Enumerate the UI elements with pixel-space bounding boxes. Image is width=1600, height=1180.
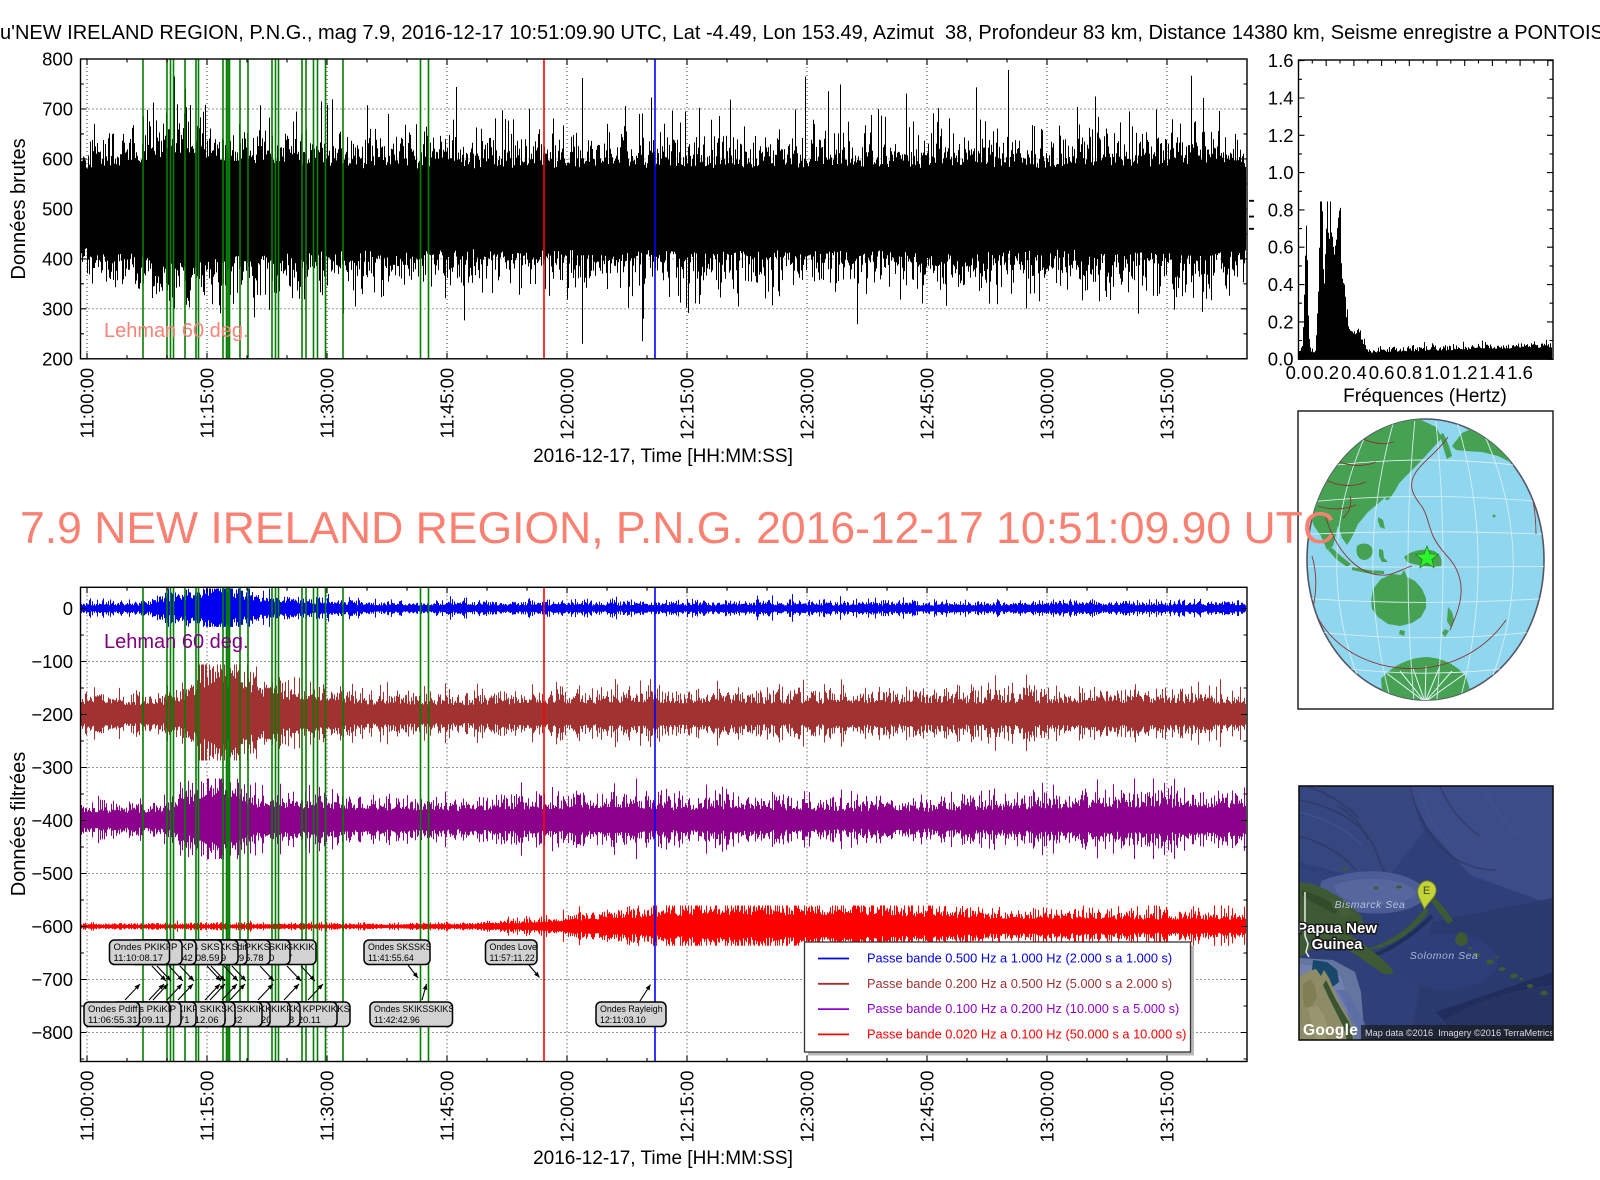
svg-text:−300: −300 <box>31 757 73 778</box>
svg-text:12:30:00: 12:30:00 <box>797 1071 818 1143</box>
svg-text:12:00:00: 12:00:00 <box>557 368 578 440</box>
svg-text:Lehman 60 deg.: Lehman 60 deg. <box>104 320 249 342</box>
svg-text:12:11:03.10: 12:11:03.10 <box>600 1015 646 1025</box>
svg-text:−600: −600 <box>31 916 73 937</box>
svg-text:Lehman 60 deg.: Lehman 60 deg. <box>104 631 249 653</box>
svg-text:11:41:55.64: 11:41:55.64 <box>368 953 414 963</box>
svg-text:2016-12-17, Time [HH:MM:SS]: 2016-12-17, Time [HH:MM:SS] <box>533 446 793 467</box>
svg-text:0.2: 0.2 <box>1313 362 1339 383</box>
svg-text:13:15:00: 13:15:00 <box>1157 368 1178 440</box>
svg-text:FFT: FFT <box>1237 195 1259 232</box>
svg-text:Papua New: Papua New <box>1297 920 1377 937</box>
svg-text:7.9 NEW IRELAND REGION, P.N.G.: 7.9 NEW IRELAND REGION, P.N.G. 2016-12-1… <box>20 504 1335 553</box>
svg-text:Ondes Rayleigh: Ondes Rayleigh <box>600 1004 663 1014</box>
svg-text:11:15:00: 11:15:00 <box>197 1071 218 1142</box>
svg-text:Passe bande 0.100 Hz a 0.200 H: Passe bande 0.100 Hz a 0.200 Hz (10.000 … <box>867 1001 1179 1016</box>
svg-text:13:00:00: 13:00:00 <box>1037 1071 1058 1143</box>
svg-text:0.4: 0.4 <box>1341 362 1367 383</box>
svg-text:Fréquences (Hertz): Fréquences (Hertz) <box>1343 386 1507 407</box>
svg-text:1.4: 1.4 <box>1480 362 1506 383</box>
svg-text:12:15:00: 12:15:00 <box>677 368 698 440</box>
svg-text:11:15:00: 11:15:00 <box>197 368 218 439</box>
svg-text:12:15:00: 12:15:00 <box>677 1071 698 1143</box>
svg-text:11:57:11.22: 11:57:11.22 <box>490 953 535 963</box>
svg-text:−100: −100 <box>31 651 73 672</box>
svg-text:1.0: 1.0 <box>1268 162 1294 183</box>
svg-text:11:30:00: 11:30:00 <box>317 1071 338 1142</box>
svg-text:12:45:00: 12:45:00 <box>917 1071 938 1143</box>
svg-text:0.8: 0.8 <box>1396 362 1422 383</box>
svg-text:600: 600 <box>42 148 73 169</box>
svg-text:0.0: 0.0 <box>1268 349 1294 370</box>
svg-text:Ondes SKIKS: Ondes SKIKS <box>169 1004 228 1015</box>
svg-text:11:45:00: 11:45:00 <box>437 368 458 439</box>
svg-text:800: 800 <box>42 49 73 70</box>
svg-text:11:42:42.96: 11:42:42.96 <box>374 1015 420 1025</box>
svg-text:Guinea: Guinea <box>1312 936 1364 953</box>
svg-text:Ondes Love: Ondes Love <box>490 942 538 952</box>
svg-text:1.4: 1.4 <box>1268 88 1294 109</box>
svg-text:Map data ©2016 Imagery ©2016: Map data ©2016 Imagery ©2016 TerraMetric… <box>1365 1028 1554 1038</box>
svg-text:−800: −800 <box>31 1022 73 1043</box>
svg-text:E: E <box>1423 885 1430 897</box>
svg-text:11:00:00: 11:00:00 <box>77 1071 98 1142</box>
svg-text:11:30:00: 11:30:00 <box>317 368 338 439</box>
svg-text:300: 300 <box>42 298 73 319</box>
svg-text:400: 400 <box>42 248 73 269</box>
svg-text:−500: −500 <box>31 863 73 884</box>
svg-text:−200: −200 <box>31 704 73 725</box>
svg-text:1.2: 1.2 <box>1452 362 1478 383</box>
svg-text:11:00:00: 11:00:00 <box>77 368 98 439</box>
svg-text:Données brutes: Données brutes <box>8 138 30 279</box>
svg-text:Passe bande 0.020 Hz a 0.100 H: Passe bande 0.020 Hz a 0.100 Hz (50.000 … <box>867 1026 1186 1041</box>
svg-text:Ondes SKIKSSKIKS: Ondes SKIKSSKIKS <box>374 1004 454 1014</box>
svg-text:0.6: 0.6 <box>1268 237 1294 258</box>
svg-text:12:30:00: 12:30:00 <box>797 368 818 440</box>
svg-text:0.4: 0.4 <box>1268 274 1294 295</box>
svg-text:500: 500 <box>42 198 73 219</box>
svg-text:12:00:00: 12:00:00 <box>557 1071 578 1143</box>
svg-text:1.6: 1.6 <box>1507 362 1533 383</box>
svg-text:0: 0 <box>63 598 73 619</box>
svg-text:13:00:00: 13:00:00 <box>1037 368 1058 440</box>
svg-text:0.8: 0.8 <box>1268 199 1294 220</box>
svg-text:Bismarck Sea: Bismarck Sea <box>1335 899 1406 911</box>
svg-text:Google: Google <box>1303 1022 1358 1039</box>
svg-text:2016-12-17, Time [HH:MM:SS]: 2016-12-17, Time [HH:MM:SS] <box>533 1148 793 1169</box>
svg-text:Passe bande 0.500 Hz a 1.000 H: Passe bande 0.500 Hz a 1.000 Hz (2.000 s… <box>867 951 1172 966</box>
svg-text:1.0: 1.0 <box>1424 362 1450 383</box>
svg-text:−700: −700 <box>31 969 73 990</box>
svg-text:Données filtrées: Données filtrées <box>8 752 30 897</box>
svg-text:u'NEW IRELAND REGION, P.N.G.,: u'NEW IRELAND REGION, P.N.G., mag 7.9, 2… <box>0 22 1600 44</box>
svg-text:200: 200 <box>42 348 73 369</box>
svg-text:11:45:00: 11:45:00 <box>437 1071 458 1142</box>
svg-text:Ondes Pdiff: Ondes Pdiff <box>88 1004 138 1015</box>
svg-text:0.6: 0.6 <box>1369 362 1395 383</box>
svg-text:−400: −400 <box>31 810 73 831</box>
svg-text:11:06:55.31: 11:06:55.31 <box>88 1015 137 1026</box>
svg-text:1.2: 1.2 <box>1268 125 1294 146</box>
svg-text:Solomon Sea: Solomon Sea <box>1410 950 1479 962</box>
svg-text:Ondes PKiKP: Ondes PKiKP <box>116 1004 174 1015</box>
svg-text:13:15:00: 13:15:00 <box>1157 1071 1178 1143</box>
svg-text:1.6: 1.6 <box>1268 50 1294 71</box>
svg-text:12:45:00: 12:45:00 <box>917 368 938 440</box>
svg-text:Passe bande 0.200 Hz a 0.500 H: Passe bande 0.200 Hz a 0.500 Hz (5.000 s… <box>867 976 1172 991</box>
svg-text:700: 700 <box>42 99 73 120</box>
svg-text:0.0: 0.0 <box>1286 362 1312 383</box>
svg-text:Ondes PKIKP: Ondes PKIKP <box>114 942 173 953</box>
svg-text:Ondes KPPKIKP: Ondes KPPKIKP <box>272 1004 343 1015</box>
svg-text:11:10:08.17: 11:10:08.17 <box>114 953 163 964</box>
svg-text:Ondes SKSSKS: Ondes SKSSKS <box>368 942 432 952</box>
svg-text:11:10:09.11: 11:10:09.11 <box>116 1015 165 1026</box>
svg-text:0.2: 0.2 <box>1268 311 1294 332</box>
